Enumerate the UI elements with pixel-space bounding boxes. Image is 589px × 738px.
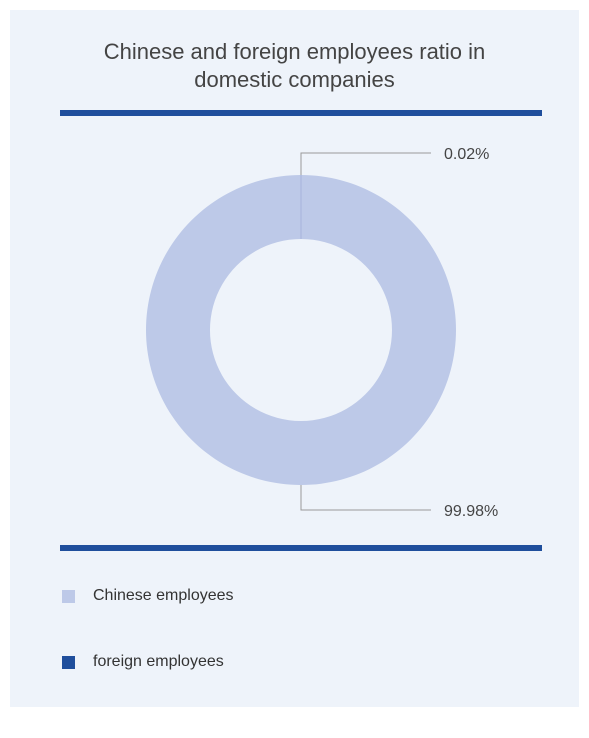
legend-label-foreign: foreign employees (93, 653, 224, 670)
chart-card: Chinese and foreign employees ratio in d… (10, 10, 579, 707)
chart-title-line-2: domestic companies (194, 67, 395, 92)
legend-swatch-chinese (62, 589, 75, 603)
legend-item-foreign: foreign employees (62, 653, 224, 671)
legend-label-chinese: Chinese employees (93, 587, 234, 604)
legend-swatch-foreign (62, 655, 75, 669)
top-divider (60, 110, 542, 116)
donut-slice-chinese (145, 175, 456, 485)
leader-line-foreign (300, 152, 431, 175)
chart-title: Chinese and foreign employees ratio in d… (10, 38, 579, 94)
bottom-divider (60, 545, 542, 551)
data-label-chinese: 99.98% (444, 503, 498, 520)
leader-line-chinese (300, 485, 431, 511)
donut-chart: 0.02% 99.98% (145, 146, 498, 520)
chart-title-line-1: Chinese and foreign employees ratio in (103, 39, 486, 64)
legend-item-chinese: Chinese employees (62, 587, 234, 605)
data-label-foreign: 0.02% (444, 146, 489, 163)
